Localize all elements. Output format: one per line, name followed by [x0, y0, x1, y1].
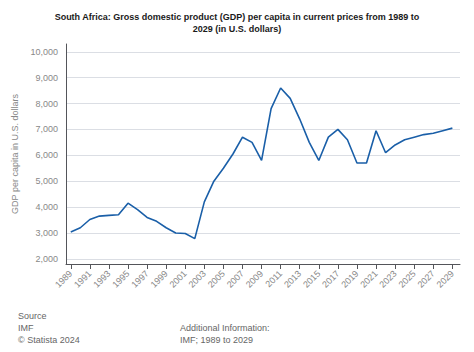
svg-text:10,000: 10,000 [30, 47, 58, 57]
svg-text:2011: 2011 [263, 268, 284, 289]
svg-text:2013: 2013 [282, 268, 303, 289]
svg-text:IMF: IMF [18, 323, 34, 333]
svg-text:2007: 2007 [225, 268, 246, 289]
svg-text:1993: 1993 [91, 268, 112, 289]
svg-text:1991: 1991 [72, 268, 93, 289]
svg-text:GDP per capita in U.S. dollars: GDP per capita in U.S. dollars [10, 94, 20, 214]
svg-text:2017: 2017 [320, 268, 341, 289]
svg-text:2015: 2015 [301, 268, 322, 289]
svg-text:2021: 2021 [358, 268, 379, 289]
svg-text:9,000: 9,000 [35, 73, 58, 83]
svg-text:2029: 2029 [435, 268, 456, 289]
svg-text:2009: 2009 [244, 268, 265, 289]
svg-text:8,000: 8,000 [35, 99, 58, 109]
svg-text:2003: 2003 [187, 268, 208, 289]
svg-text:Source: Source [18, 311, 47, 321]
svg-text:2029 (in U.S. dollars): 2029 (in U.S. dollars) [193, 24, 282, 34]
svg-text:© Statista 2024: © Statista 2024 [18, 335, 80, 345]
svg-text:7,000: 7,000 [35, 124, 58, 134]
svg-text:5,000: 5,000 [35, 176, 58, 186]
svg-text:2,000: 2,000 [35, 254, 58, 264]
svg-text:IMF; 1989 to 2029: IMF; 1989 to 2029 [180, 335, 253, 345]
svg-text:2027: 2027 [416, 268, 437, 289]
svg-text:South Africa: Gross domestic p: South Africa: Gross domestic product (GD… [55, 12, 420, 22]
svg-text:1989: 1989 [53, 268, 74, 289]
svg-text:6,000: 6,000 [35, 150, 58, 160]
svg-text:2023: 2023 [377, 268, 398, 289]
svg-text:1995: 1995 [110, 268, 131, 289]
svg-text:1999: 1999 [148, 268, 169, 289]
svg-text:3,000: 3,000 [35, 228, 58, 238]
svg-text:2001: 2001 [168, 268, 189, 289]
svg-text:2005: 2005 [206, 268, 227, 289]
svg-text:4,000: 4,000 [35, 202, 58, 212]
svg-text:1997: 1997 [129, 268, 150, 289]
svg-text:2025: 2025 [397, 268, 418, 289]
svg-text:2019: 2019 [339, 268, 360, 289]
svg-text:Additional Information:: Additional Information: [180, 323, 270, 333]
